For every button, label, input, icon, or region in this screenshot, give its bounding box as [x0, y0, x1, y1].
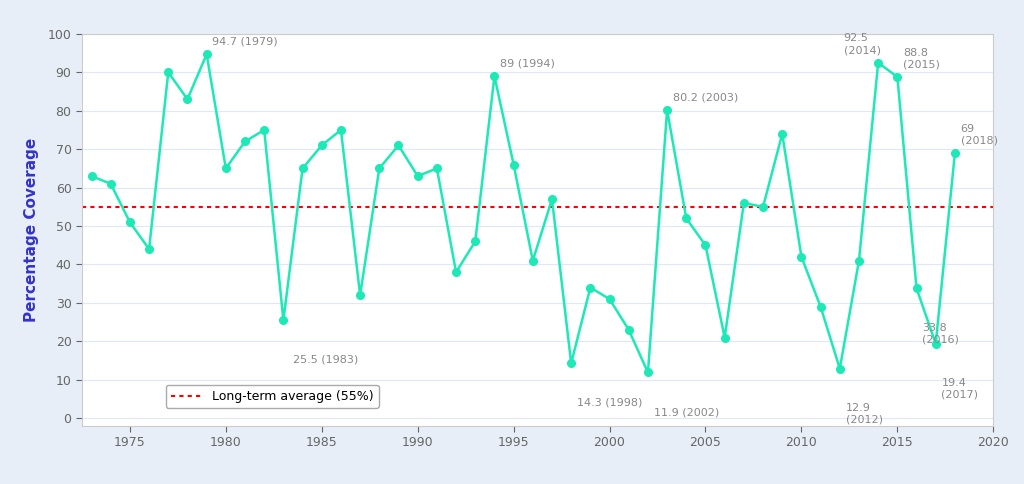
- Legend: Long-term average (55%): Long-term average (55%): [166, 385, 379, 408]
- Text: 94.7 (1979): 94.7 (1979): [212, 37, 278, 46]
- Text: 89 (1994): 89 (1994): [500, 59, 555, 68]
- Text: 11.9 (2002): 11.9 (2002): [653, 407, 719, 417]
- Text: 33.8
(2016): 33.8 (2016): [923, 323, 959, 345]
- Text: 14.3 (1998): 14.3 (1998): [577, 398, 642, 408]
- Text: 19.4
(2017): 19.4 (2017): [941, 378, 979, 400]
- Text: 25.5 (1983): 25.5 (1983): [293, 355, 358, 365]
- Text: 92.5
(2014): 92.5 (2014): [844, 33, 881, 55]
- Text: 80.2 (2003): 80.2 (2003): [673, 92, 738, 102]
- Y-axis label: Percentage Coverage: Percentage Coverage: [25, 138, 39, 322]
- Text: 88.8
(2015): 88.8 (2015): [903, 47, 940, 69]
- Text: 69
(2018): 69 (2018): [961, 124, 997, 145]
- Text: 12.9
(2012): 12.9 (2012): [846, 403, 883, 425]
